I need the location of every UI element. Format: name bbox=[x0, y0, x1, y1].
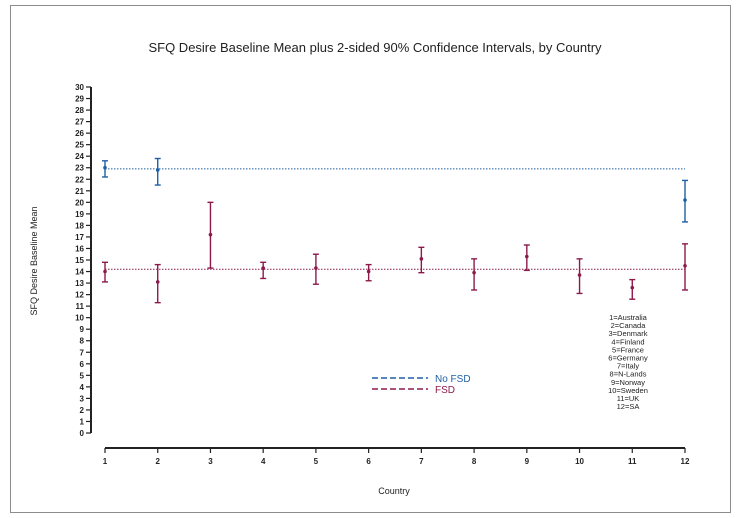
y-tick-label: 9 bbox=[80, 325, 85, 334]
mean-point bbox=[419, 257, 424, 261]
y-tick-label: 4 bbox=[80, 383, 85, 392]
country-key-item: 2=Canada bbox=[611, 321, 647, 330]
country-key-item: 1=Australia bbox=[609, 313, 648, 322]
country-key-item: 10=Sweden bbox=[608, 386, 648, 395]
legend-label: FSD bbox=[435, 385, 455, 396]
mean-point bbox=[155, 280, 160, 284]
country-key-item: 7=Italy bbox=[617, 362, 640, 371]
x-tick-label: 4 bbox=[261, 457, 266, 466]
y-tick-label: 7 bbox=[80, 348, 85, 357]
y-axis-label: SFQ Desire Baseline Mean bbox=[29, 206, 39, 315]
x-tick-label: 9 bbox=[525, 457, 530, 466]
y-tick-label: 14 bbox=[75, 268, 84, 277]
y-tick-label: 12 bbox=[75, 291, 84, 300]
y-tick-label: 30 bbox=[75, 83, 84, 92]
mean-point bbox=[366, 269, 371, 274]
mean-point bbox=[155, 168, 160, 172]
y-tick-label: 3 bbox=[80, 394, 85, 403]
x-tick-label: 11 bbox=[628, 457, 637, 466]
mean-point bbox=[577, 273, 582, 277]
y-tick-label: 16 bbox=[75, 244, 84, 253]
y-tick-label: 22 bbox=[75, 175, 84, 184]
data-marks bbox=[102, 157, 688, 304]
country-key: 1=Australia2=Canada3=Denmark4=Finland5=F… bbox=[608, 313, 648, 411]
mean-point bbox=[261, 266, 265, 270]
y-tick-label: 5 bbox=[80, 371, 85, 380]
x-tick-label: 3 bbox=[208, 457, 213, 466]
mean-point bbox=[208, 232, 213, 237]
y-tick-label: 21 bbox=[75, 187, 84, 196]
y-tick-label: 6 bbox=[80, 360, 85, 369]
y-tick-label: 0 bbox=[80, 429, 85, 438]
y-tick-label: 2 bbox=[80, 406, 85, 415]
y-tick-label: 15 bbox=[75, 256, 84, 265]
country-key-item: 4=Finland bbox=[611, 337, 644, 346]
mean-point bbox=[314, 266, 318, 270]
y-tick-label: 8 bbox=[80, 337, 85, 346]
y-tick-label: 10 bbox=[75, 314, 84, 323]
chart-title: SFQ Desire Baseline Mean plus 2-sided 90… bbox=[148, 40, 602, 55]
x-tick-label: 10 bbox=[575, 457, 584, 466]
x-axis-label: Country bbox=[378, 486, 410, 496]
country-key-item: 5=France bbox=[612, 345, 644, 354]
country-key-item: 8=N-Lands bbox=[610, 370, 647, 379]
x-tick-label: 5 bbox=[314, 457, 319, 466]
x-tick-label: 12 bbox=[681, 457, 690, 466]
chart-frame bbox=[10, 5, 731, 513]
mean-point bbox=[630, 285, 635, 290]
x-tick-label: 2 bbox=[156, 457, 161, 466]
y-tick-label: 11 bbox=[76, 302, 85, 311]
mean-point bbox=[683, 263, 687, 268]
x-tick-label: 1 bbox=[103, 457, 108, 466]
country-key-item: 9=Norway bbox=[611, 378, 645, 387]
mean-point bbox=[472, 270, 476, 275]
y-tick-label: 18 bbox=[75, 221, 84, 230]
y-tick-label: 20 bbox=[75, 198, 84, 207]
y-tick-label: 17 bbox=[75, 233, 84, 242]
mean-point bbox=[103, 269, 107, 274]
y-tick-label: 1 bbox=[80, 417, 85, 426]
x-tick-label: 7 bbox=[419, 457, 424, 466]
y-tick-label: 24 bbox=[75, 152, 84, 161]
mean-point bbox=[525, 254, 529, 259]
country-key-item: 3=Denmark bbox=[609, 329, 648, 338]
y-tick-label: 28 bbox=[75, 106, 84, 115]
country-key-item: 12=SA bbox=[617, 402, 640, 411]
y-tick-label: 23 bbox=[75, 164, 84, 173]
y-tick-label: 27 bbox=[75, 118, 84, 127]
legend-label: No FSD bbox=[435, 374, 471, 385]
x-tick-label: 8 bbox=[472, 457, 477, 466]
mean-point bbox=[103, 165, 107, 170]
y-tick-label: 25 bbox=[75, 141, 84, 150]
y-tick-label: 13 bbox=[75, 279, 84, 288]
y-tick-label: 19 bbox=[75, 210, 84, 219]
country-key-item: 11=UK bbox=[617, 394, 640, 403]
country-key-item: 6=Germany bbox=[608, 354, 648, 363]
reference-lines bbox=[105, 168, 685, 270]
mean-point bbox=[683, 198, 687, 202]
axes: 0123456789101112131415161718192021222324… bbox=[75, 83, 690, 466]
x-tick-label: 6 bbox=[366, 457, 371, 466]
y-tick-label: 29 bbox=[75, 95, 84, 104]
y-tick-label: 26 bbox=[75, 129, 84, 138]
